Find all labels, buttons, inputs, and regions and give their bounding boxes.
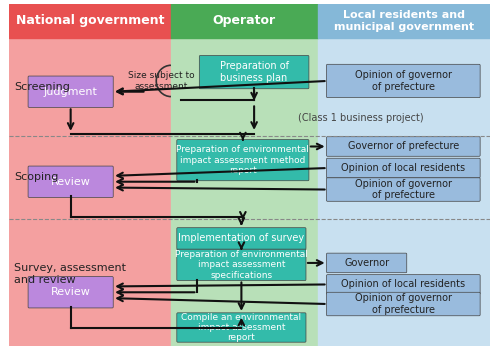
Text: Opinion of governor
of prefecture: Opinion of governor of prefecture — [355, 70, 452, 92]
Text: Preparation of
business plan: Preparation of business plan — [219, 61, 289, 83]
Text: Opinion of governor
of prefecture: Opinion of governor of prefecture — [355, 179, 452, 200]
Text: Implementation of survey: Implementation of survey — [178, 233, 304, 244]
FancyBboxPatch shape — [327, 275, 480, 294]
FancyBboxPatch shape — [177, 313, 306, 342]
Text: (Class 1 business project): (Class 1 business project) — [298, 113, 424, 123]
FancyBboxPatch shape — [327, 64, 480, 98]
Text: Screening: Screening — [14, 82, 70, 92]
Text: Preparation of environmental
impact assessment method
report: Preparation of environmental impact asse… — [176, 145, 309, 175]
Bar — [9, 4, 171, 38]
FancyBboxPatch shape — [327, 158, 480, 178]
Bar — [318, 4, 490, 38]
Text: Opinion of local residents: Opinion of local residents — [341, 163, 465, 173]
FancyBboxPatch shape — [327, 292, 480, 316]
Text: Operator: Operator — [213, 14, 276, 27]
Text: Local residents and
municipal government: Local residents and municipal government — [334, 10, 474, 32]
Text: National government: National government — [16, 14, 164, 27]
Bar — [318, 38, 490, 346]
Bar — [171, 4, 318, 38]
FancyBboxPatch shape — [199, 56, 309, 89]
FancyBboxPatch shape — [177, 140, 309, 181]
FancyBboxPatch shape — [28, 166, 113, 197]
Text: Opinion of governor
of prefecture: Opinion of governor of prefecture — [355, 293, 452, 315]
Text: Governor: Governor — [344, 258, 389, 268]
Text: Compile an environmental
impact assessment
report: Compile an environmental impact assessme… — [181, 313, 301, 342]
Text: Review: Review — [51, 287, 90, 297]
Text: Governor of prefecture: Governor of prefecture — [348, 141, 459, 152]
Bar — [171, 38, 318, 346]
FancyBboxPatch shape — [28, 276, 113, 308]
Text: Judgment: Judgment — [44, 87, 98, 97]
FancyBboxPatch shape — [177, 228, 306, 249]
Text: Size subject to
assessment: Size subject to assessment — [128, 71, 194, 91]
Text: Review: Review — [51, 177, 90, 187]
FancyBboxPatch shape — [327, 137, 480, 156]
FancyBboxPatch shape — [327, 253, 407, 273]
FancyBboxPatch shape — [327, 178, 480, 201]
FancyBboxPatch shape — [28, 76, 113, 107]
Text: Opinion of local residents: Opinion of local residents — [341, 279, 465, 289]
Text: Survey, assessment
and review: Survey, assessment and review — [14, 263, 126, 285]
Text: Preparation of environmental
impact assessment
specifications: Preparation of environmental impact asse… — [175, 250, 308, 280]
Text: Scoping: Scoping — [14, 173, 59, 182]
Bar — [9, 38, 171, 346]
FancyBboxPatch shape — [177, 249, 306, 281]
